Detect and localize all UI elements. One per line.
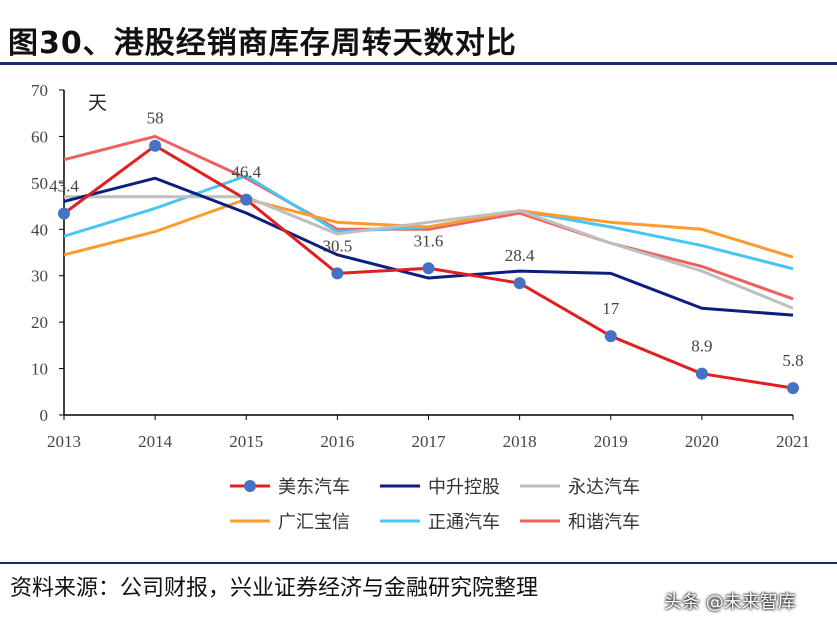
x-tick-label: 2020 <box>685 432 719 451</box>
data-point <box>58 207 70 220</box>
data-label: 58 <box>147 109 164 128</box>
y-axis-label: 天 <box>88 93 107 114</box>
y-tick-label: 50 <box>31 174 48 193</box>
watermark: 头条 @未来智库 <box>664 592 796 613</box>
legend-label: 广汇宝信 <box>278 512 350 532</box>
x-tick-label: 2015 <box>229 432 263 451</box>
x-tick-label: 2013 <box>47 432 81 451</box>
x-tick-label: 2014 <box>138 432 173 451</box>
data-label: 31.6 <box>414 231 444 250</box>
data-point <box>240 193 253 206</box>
x-tick-label: 2021 <box>776 432 810 451</box>
source-divider <box>0 562 837 564</box>
line-chart: 0 10 20 30 40 50 60 70 2013 2014 2015 2016 2017 2018 2… <box>31 81 810 532</box>
y-tick-label: 60 <box>31 127 48 146</box>
legend-label: 正通汽车 <box>428 512 500 532</box>
data-label: 28.4 <box>505 246 535 265</box>
data-label: 8.9 <box>691 337 712 356</box>
x-tick-label: 2016 <box>320 432 354 451</box>
y-tick-label: 40 <box>31 220 48 239</box>
data-point <box>331 267 344 280</box>
x-tick-label: 2019 <box>594 432 628 451</box>
data-point <box>604 330 617 343</box>
data-label: 43.4 <box>49 177 79 196</box>
y-tick-label: 30 <box>31 267 48 286</box>
data-label: 5.8 <box>782 351 803 370</box>
y-tick-label: 0 <box>40 406 49 425</box>
legend-label: 中升控股 <box>428 477 500 497</box>
legend-label: 和谐汽车 <box>568 512 640 532</box>
data-point <box>513 277 526 290</box>
y-tick-label: 70 <box>31 81 48 100</box>
data-label: 17 <box>602 299 620 318</box>
y-tick-label: 10 <box>31 360 48 379</box>
series-line-和谐汽车 <box>63 134 794 301</box>
legend-label: 美东汽车 <box>278 477 350 497</box>
y-tick-label: 20 <box>31 313 48 332</box>
x-tick-label: 2017 <box>412 432 447 451</box>
data-point <box>695 367 708 380</box>
legend-marker <box>244 480 256 492</box>
series-line-永达汽车 <box>64 195 794 310</box>
data-point <box>149 139 162 152</box>
data-point <box>787 382 799 395</box>
series-line-广汇宝信 <box>63 197 794 259</box>
title-underline <box>0 62 837 65</box>
data-point <box>422 262 435 275</box>
data-label: 30.5 <box>323 236 353 255</box>
source-note: 资料来源：公司财报，兴业证券经济与金融研究院整理 <box>10 576 539 601</box>
series-line-中升控股 <box>63 176 794 317</box>
page-title: 图30、港股经销商库存周转天数对比 <box>8 26 517 61</box>
data-label: 46.4 <box>231 163 261 182</box>
x-tick-label: 2018 <box>503 432 537 451</box>
legend-label: 永达汽车 <box>568 477 640 497</box>
